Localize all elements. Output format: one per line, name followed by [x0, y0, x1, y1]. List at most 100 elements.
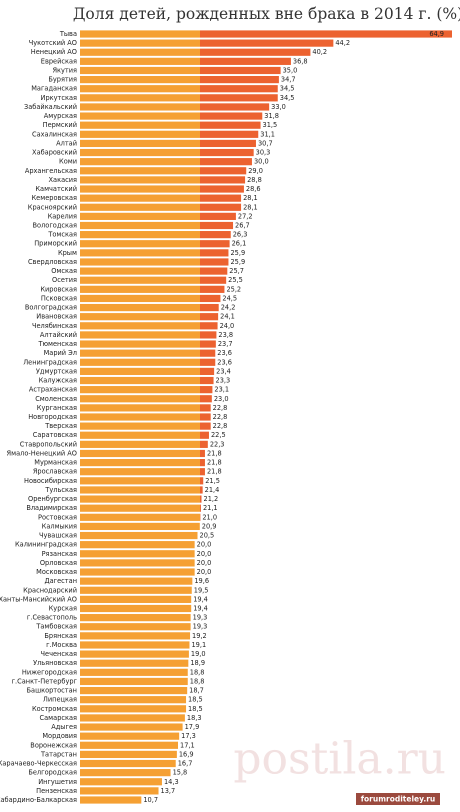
value-label: 20,9 [202, 522, 217, 530]
value-label: 16,9 [179, 750, 194, 758]
category-label: Архангельская [25, 167, 77, 175]
value-label: 15,8 [173, 769, 188, 777]
bar [80, 595, 192, 603]
value-label: 29,0 [248, 167, 263, 175]
value-label: 23,6 [217, 358, 232, 366]
category-label: Иркутская [41, 94, 77, 102]
bar [80, 696, 187, 704]
category-label: Мурманская [34, 459, 77, 467]
category-label: Смоленская [35, 395, 77, 403]
category-label: Мордовия [42, 732, 77, 740]
bar [80, 267, 228, 275]
value-label: 34,7 [281, 76, 296, 84]
category-label: Краснодарский [23, 586, 77, 594]
category-label: Карачаево-Черкесская [0, 760, 77, 768]
bar [80, 732, 180, 740]
bar [80, 94, 278, 102]
chart-title: Доля детей, рожденных вне брака в 2014 г… [73, 5, 460, 23]
bar [80, 376, 214, 385]
value-label: 33,0 [271, 103, 286, 111]
bar [80, 158, 252, 166]
bar [80, 686, 188, 695]
category-label: Ярославская [33, 468, 77, 476]
bar [80, 48, 311, 56]
value-label: 14,3 [164, 778, 179, 786]
value-label: 24,5 [222, 294, 237, 302]
bar [80, 796, 142, 804]
value-label: 18,3 [187, 714, 202, 722]
value-label: 21,5 [205, 477, 220, 485]
value-label: 40,2 [312, 48, 327, 56]
category-label: Брянская [44, 632, 77, 640]
category-label: Якутия [52, 66, 77, 74]
category-label: Приморский [34, 240, 77, 248]
bar [80, 750, 177, 759]
value-label: 31,8 [264, 112, 279, 120]
value-label: 10,7 [143, 796, 158, 804]
value-label: 21,0 [202, 513, 217, 521]
value-label: 30,0 [254, 158, 269, 166]
bar [80, 185, 244, 193]
category-label: Ставропольский [20, 440, 77, 448]
category-label: Новосибирская [24, 477, 77, 485]
category-label: Псковская [41, 294, 77, 302]
value-label: 21,8 [207, 468, 222, 476]
category-label: Красноярский [28, 203, 77, 211]
category-label: Забайкальский [24, 103, 77, 111]
category-label: Тыва [59, 30, 77, 38]
bar [80, 231, 231, 239]
value-label: 23,4 [216, 367, 231, 375]
value-label: 24,0 [220, 322, 235, 330]
value-label: 25,9 [230, 249, 245, 257]
category-label: Башкортостан [27, 687, 78, 695]
value-label: 23,3 [216, 377, 231, 385]
bar [80, 139, 256, 148]
value-label: 28,1 [243, 203, 258, 211]
bar [80, 294, 221, 303]
value-label: 17,1 [180, 741, 195, 749]
value-label: 19,4 [193, 595, 208, 603]
category-label: Оренбургская [28, 495, 77, 503]
value-label: 18,8 [190, 677, 205, 685]
watermark: postila.ru [233, 734, 446, 785]
value-label: 44,2 [335, 39, 350, 47]
category-label: Бурятия [48, 76, 77, 84]
value-label: 18,5 [188, 696, 203, 704]
bar [80, 386, 213, 394]
bar [80, 504, 201, 512]
category-label: Московская [36, 568, 77, 576]
bar [80, 57, 291, 65]
bar [80, 367, 215, 376]
category-label: Ингушетия [38, 778, 77, 786]
category-label: Свердловская [28, 258, 77, 266]
bar [80, 577, 193, 585]
value-label: 26,3 [233, 231, 248, 239]
bar [80, 203, 242, 211]
category-label: Тюменская [37, 340, 77, 348]
bar [80, 769, 171, 777]
value-label: 23,8 [218, 331, 233, 339]
category-label: Воронежская [30, 741, 77, 749]
value-label: 27,2 [238, 212, 253, 220]
bar [80, 121, 261, 129]
bar [80, 787, 159, 795]
category-label: Калмыкия [42, 522, 77, 530]
bar [80, 623, 191, 631]
value-label: 20,5 [200, 532, 215, 540]
category-label: Ростовская [38, 513, 77, 521]
value-label: 22,8 [213, 422, 228, 430]
bar [80, 759, 176, 768]
value-label: 13,7 [161, 787, 176, 795]
category-label: г.Санкт-Петербург [12, 677, 78, 685]
bar [80, 30, 452, 38]
value-label: 18,5 [188, 705, 203, 713]
category-label: Коми [59, 158, 77, 166]
value-label: 23,0 [214, 395, 229, 403]
value-label: 22,8 [213, 404, 228, 412]
value-label: 18,9 [190, 659, 205, 667]
category-label: Чеченская [41, 650, 77, 658]
category-label: Амурская [44, 112, 77, 120]
bar [80, 303, 219, 312]
bar [80, 513, 201, 521]
category-label: г.Москва [46, 641, 77, 649]
